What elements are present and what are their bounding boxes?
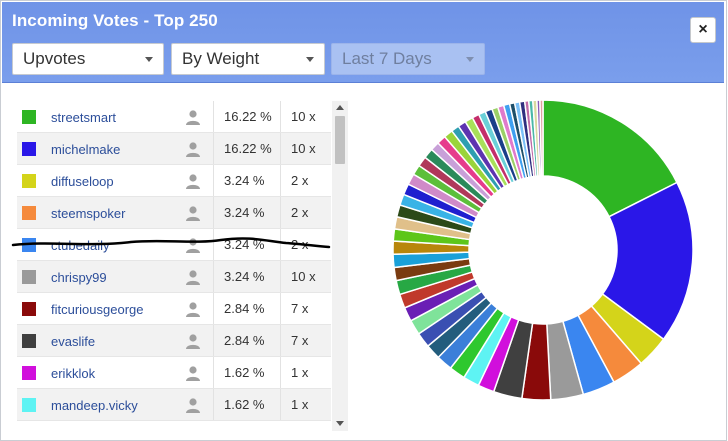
voter-list: streetsmart 16.22 % 10 x michelmake 16.22 % 1…: [17, 101, 331, 431]
sort-value: By Weight: [182, 49, 260, 68]
donut-slice[interactable]: [601, 181, 694, 341]
vote-type-value: Upvotes: [23, 49, 86, 68]
table-row: fitcuriousgeorge 2.84 % 7 x: [17, 293, 331, 325]
vote-type-select[interactable]: Upvotes: [12, 43, 164, 75]
vote-count: 10 x: [291, 141, 316, 156]
vote-count: 7 x: [291, 301, 309, 316]
vote-percent: 3.24 %: [213, 197, 281, 228]
user-profile-icon[interactable]: [185, 397, 201, 413]
vote-percent: 3.24 %: [213, 261, 281, 292]
voter-name-link[interactable]: fitcuriousgeorge: [51, 302, 144, 317]
scroll-up-icon[interactable]: [336, 105, 344, 110]
table-row: evaslife 2.84 % 7 x: [17, 325, 331, 357]
chevron-down-icon: [306, 57, 314, 62]
scroll-down-icon[interactable]: [336, 421, 344, 426]
vote-count: 1 x: [291, 397, 309, 412]
table-row: mandeep.vicky 1.62 % 1 x: [17, 389, 331, 421]
vote-percent: 16.22 %: [213, 133, 281, 164]
color-swatch: [22, 174, 36, 188]
voter-name-link[interactable]: mandeep.vicky: [51, 398, 138, 413]
user-profile-icon[interactable]: [185, 365, 201, 381]
table-row: steemspoker 3.24 % 2 x: [17, 197, 331, 229]
chevron-down-icon: [145, 57, 153, 62]
voter-name-link[interactable]: diffuseloop: [51, 174, 114, 189]
user-profile-icon[interactable]: [185, 205, 201, 221]
user-profile-icon[interactable]: [185, 333, 201, 349]
period-select: Last 7 Days: [331, 43, 485, 75]
period-value: Last 7 Days: [342, 49, 432, 68]
color-swatch: [22, 334, 36, 348]
voter-name-link[interactable]: steemspoker: [51, 206, 126, 221]
voter-name-link[interactable]: ctubedaily: [51, 238, 110, 253]
sort-select[interactable]: By Weight: [171, 43, 325, 75]
vote-percent: 16.22 %: [213, 101, 281, 132]
close-icon: ×: [698, 21, 708, 38]
user-profile-icon[interactable]: [185, 269, 201, 285]
color-swatch: [22, 142, 36, 156]
scroll-thumb[interactable]: [335, 116, 345, 164]
vote-count: 7 x: [291, 333, 309, 348]
user-profile-icon[interactable]: [185, 141, 201, 157]
voter-name-link[interactable]: streetsmart: [51, 110, 117, 125]
color-swatch: [22, 398, 36, 412]
vote-percent: 2.84 %: [213, 293, 281, 324]
votes-donut-chart: [392, 99, 694, 401]
color-swatch: [22, 206, 36, 220]
color-swatch: [22, 110, 36, 124]
user-profile-icon[interactable]: [185, 109, 201, 125]
chevron-down-icon: [466, 57, 474, 62]
table-row: michelmake 16.22 % 10 x: [17, 133, 331, 165]
vote-count: 1 x: [291, 365, 309, 380]
vote-count: 10 x: [291, 269, 316, 284]
voter-name-link[interactable]: evaslife: [51, 334, 96, 349]
vote-percent: 3.24 %: [213, 229, 281, 260]
table-row: streetsmart 16.22 % 10 x: [17, 101, 331, 133]
color-swatch: [22, 270, 36, 284]
vote-count: 10 x: [291, 109, 316, 124]
list-scrollbar[interactable]: [332, 101, 348, 431]
dialog-title: Incoming Votes - Top 250: [12, 11, 218, 30]
voter-name-link[interactable]: chrispy99: [51, 270, 107, 285]
close-button[interactable]: ×: [690, 17, 716, 43]
voter-name-link[interactable]: erikklok: [51, 366, 96, 381]
vote-count: 2 x: [291, 173, 309, 188]
table-row: diffuseloop 3.24 % 2 x: [17, 165, 331, 197]
table-row: chrispy99 3.24 % 10 x: [17, 261, 331, 293]
donut-slice[interactable]: [542, 99, 678, 218]
vote-percent: 1.62 %: [213, 357, 281, 388]
user-profile-icon[interactable]: [185, 301, 201, 317]
table-row: erikklok 1.62 % 1 x: [17, 357, 331, 389]
vote-percent: 3.24 %: [213, 165, 281, 196]
color-swatch: [22, 302, 36, 316]
color-swatch: [22, 366, 36, 380]
voter-name-link[interactable]: michelmake: [51, 142, 121, 157]
marker-scribble: [11, 237, 331, 249]
vote-percent: 2.84 %: [213, 325, 281, 356]
dialog-header: Incoming Votes - Top 250 × Upvotes By We…: [2, 2, 724, 83]
donut-slice[interactable]: [539, 99, 544, 177]
user-profile-icon[interactable]: [185, 173, 201, 189]
vote-count: 2 x: [291, 205, 309, 220]
vote-percent: 1.62 %: [213, 389, 281, 420]
table-row: ctubedaily 3.24 % 2 x: [17, 229, 331, 261]
